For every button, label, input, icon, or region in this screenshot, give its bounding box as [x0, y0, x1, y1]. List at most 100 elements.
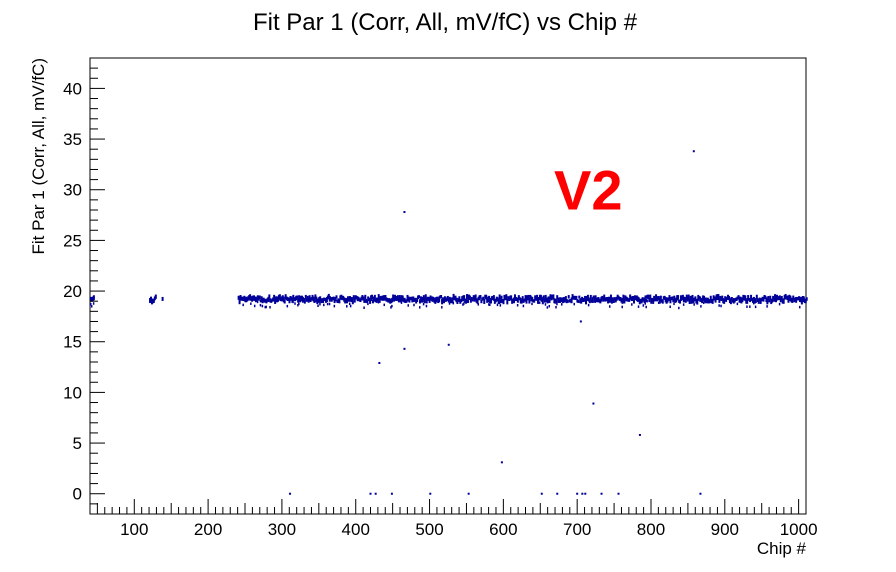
- band-point: [422, 302, 425, 306]
- band-point: [546, 298, 549, 304]
- band-point: [769, 295, 772, 300]
- band-point: [261, 298, 264, 304]
- band-point: [418, 295, 421, 299]
- band-point: [736, 302, 739, 306]
- band-point: [264, 305, 266, 309]
- band-point: [678, 306, 680, 310]
- band-point: [780, 295, 783, 301]
- band-point: [436, 296, 439, 301]
- band-point: [268, 294, 271, 300]
- band-point: [720, 304, 722, 308]
- x-tick-label: 800: [637, 520, 665, 539]
- band-point: [589, 294, 592, 301]
- band-point: [766, 305, 768, 308]
- band-point: [747, 295, 750, 301]
- plot-frame: [89, 57, 807, 515]
- band-point: [443, 296, 446, 301]
- band-point: [713, 296, 716, 301]
- band-point: [332, 296, 335, 300]
- band-point: [750, 294, 753, 300]
- band-point: [609, 294, 612, 300]
- band-point: [259, 303, 262, 307]
- band-point: [709, 295, 712, 302]
- band-point: [258, 295, 261, 300]
- band-point: [752, 301, 755, 305]
- band-point: [566, 299, 569, 303]
- band-point: [586, 294, 589, 299]
- band-point: [561, 299, 564, 304]
- data-point: [374, 492, 377, 495]
- band-point: [323, 303, 325, 307]
- x-tick-label: 900: [711, 520, 739, 539]
- band-point: [407, 304, 409, 307]
- band-point: [757, 299, 760, 304]
- band-point: [303, 298, 306, 304]
- band-point: [328, 302, 331, 306]
- band-point: [708, 299, 711, 304]
- band-point: [296, 295, 299, 299]
- data-point: [581, 492, 584, 495]
- data-point: [403, 211, 406, 214]
- band-point: [546, 306, 549, 309]
- band-point: [326, 302, 329, 306]
- band-point: [416, 297, 419, 303]
- band-point: [669, 305, 671, 309]
- band-point: [261, 304, 264, 308]
- band-point: [673, 302, 675, 306]
- band-point: [687, 294, 690, 301]
- band-point: [762, 297, 765, 302]
- band-point: [632, 298, 635, 304]
- band-point: [367, 302, 369, 306]
- band-point: [680, 297, 683, 301]
- data-point: [692, 150, 695, 153]
- band-point: [778, 302, 781, 306]
- band-point: [489, 303, 491, 307]
- band-point: [631, 303, 633, 306]
- band-point: [547, 296, 550, 300]
- band-point: [669, 298, 672, 304]
- band-point: [447, 298, 450, 303]
- band-point: [292, 300, 294, 304]
- band-point: [292, 294, 295, 300]
- band-point: [373, 294, 376, 301]
- band-point: [746, 305, 748, 308]
- band-point: [487, 296, 490, 303]
- band-point: [774, 294, 777, 300]
- band-point: [567, 295, 570, 299]
- band-point: [679, 299, 682, 304]
- data-point: [576, 492, 579, 495]
- band-point: [525, 297, 528, 304]
- band-point: [278, 294, 281, 300]
- band-point: [463, 302, 465, 305]
- band-point: [621, 298, 624, 304]
- band-point: [496, 303, 499, 307]
- band-point: [485, 294, 488, 300]
- band-point: [584, 295, 587, 301]
- band-point: [516, 298, 519, 303]
- band-point: [378, 297, 381, 303]
- band-point: [696, 298, 699, 305]
- band-point: [462, 303, 464, 306]
- band-point: [531, 302, 533, 306]
- band-point: [661, 299, 664, 304]
- band-point: [623, 298, 626, 304]
- band-point: [92, 295, 95, 301]
- band-point: [161, 296, 164, 301]
- band-point: [671, 296, 674, 301]
- band-point: [440, 295, 443, 299]
- band-point: [346, 298, 349, 304]
- band-point: [608, 305, 611, 308]
- band-point: [782, 298, 785, 304]
- band-point: [438, 296, 441, 303]
- data-point: [447, 343, 450, 346]
- band-point: [644, 295, 647, 299]
- band-point: [798, 305, 801, 309]
- band-point: [541, 298, 544, 305]
- band-point: [383, 303, 385, 307]
- data-point: [617, 492, 620, 495]
- band-point: [749, 305, 751, 308]
- band-point: [577, 299, 580, 303]
- band-point: [466, 299, 469, 304]
- band-point: [561, 297, 564, 302]
- band-point: [561, 303, 563, 306]
